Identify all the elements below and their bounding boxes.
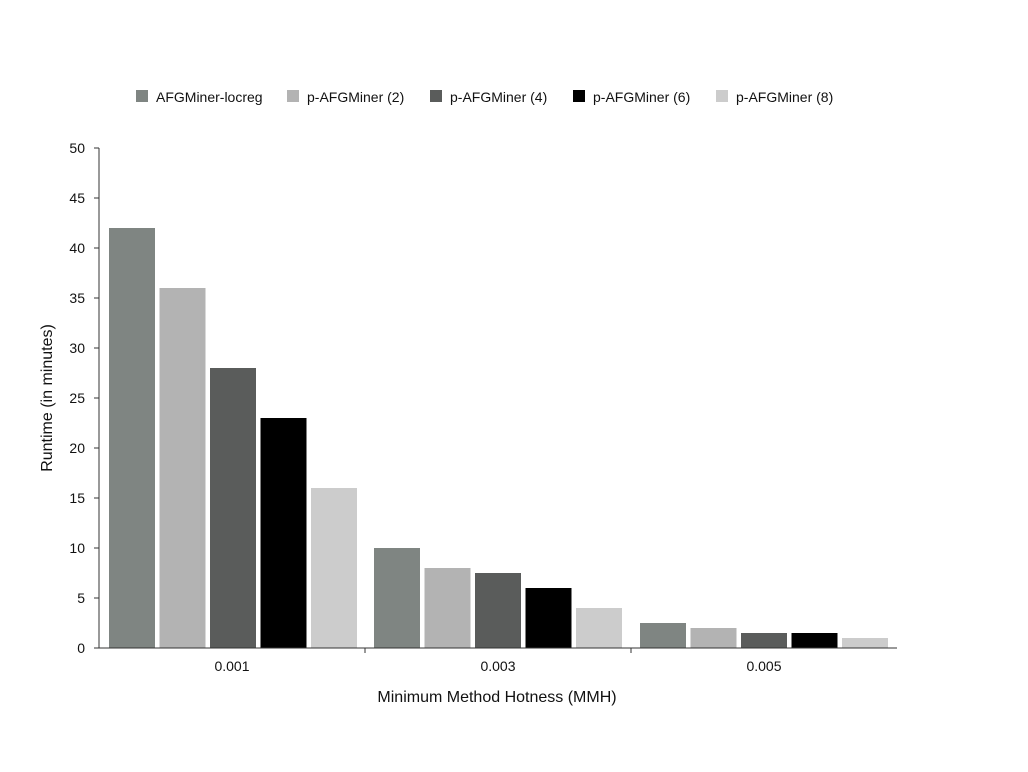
legend: AFGMiner-locreg p-AFGMiner (2) p-AFGMiner … <box>136 89 833 105</box>
legend-label: p-AFGMiner (8) <box>736 89 833 105</box>
y-tick-label: 35 <box>69 290 85 306</box>
legend-label: AFGMiner-locreg <box>156 89 263 105</box>
bar <box>109 228 155 648</box>
bars <box>109 228 888 648</box>
bar <box>159 288 206 648</box>
x-axis-title: Minimum Method Hotness (MMH) <box>377 689 616 706</box>
x-tick-label: 0.005 <box>746 658 781 674</box>
bar <box>260 418 307 648</box>
bar <box>576 608 622 648</box>
legend-swatch <box>136 90 148 102</box>
legend-label: p-AFGMiner (4) <box>450 89 547 105</box>
axes: 0 5 10 15 20 25 30 35 40 45 50 0.001 0.003 0.005 <box>69 140 897 674</box>
bar <box>640 623 686 648</box>
x-tick-label: 0.001 <box>214 658 249 674</box>
y-tick-label: 10 <box>69 540 85 556</box>
y-tick-label: 25 <box>69 390 85 406</box>
y-tick-label: 40 <box>69 240 85 256</box>
y-tick-label: 20 <box>69 440 85 456</box>
legend-label: p-AFGMiner (6) <box>593 89 690 105</box>
bar <box>741 633 787 648</box>
legend-swatch <box>716 90 728 102</box>
legend-swatch <box>573 90 585 102</box>
y-tick-label: 30 <box>69 340 85 356</box>
bar <box>424 568 471 648</box>
bar <box>475 573 521 648</box>
bar <box>525 588 572 648</box>
legend-swatch <box>430 90 442 102</box>
legend-label: p-AFGMiner (2) <box>307 89 404 105</box>
legend-swatch <box>287 90 299 102</box>
bar <box>842 638 888 648</box>
bar <box>311 488 357 648</box>
bar <box>690 628 737 648</box>
y-tick-label: 0 <box>77 640 85 656</box>
bar <box>374 548 420 648</box>
x-tick-label: 0.003 <box>480 658 515 674</box>
y-tick-label: 50 <box>69 140 85 156</box>
bar <box>791 633 838 648</box>
y-tick-label: 5 <box>77 590 85 606</box>
y-axis-title: Runtime (in minutes) <box>39 324 56 472</box>
y-tick-label: 15 <box>69 490 85 506</box>
bar <box>210 368 256 648</box>
y-tick-label: 45 <box>69 190 85 206</box>
